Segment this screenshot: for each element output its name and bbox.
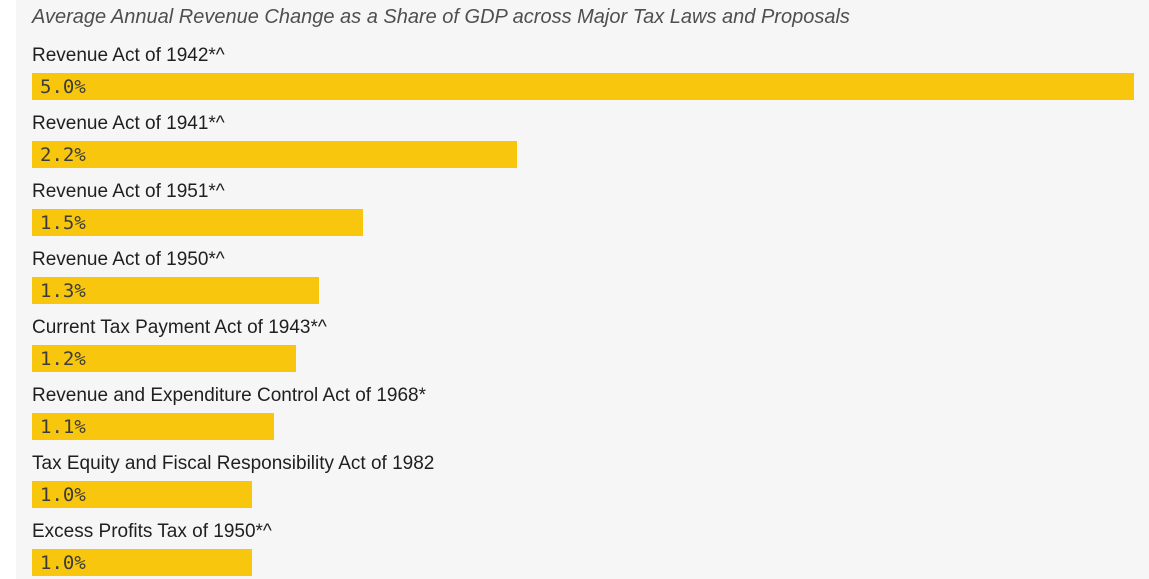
bar-row: Revenue Act of 1950*^ 1.3% — [32, 248, 1134, 304]
bar-value-label: 1.5% — [40, 211, 86, 234]
bar-value-label: 5.0% — [40, 75, 86, 98]
bar-row: Tax Equity and Fiscal Responsibility Act… — [32, 452, 1134, 508]
bar-row: Revenue Act of 1942*^ 5.0% — [32, 44, 1134, 100]
bar-label: Revenue and Expenditure Control Act of 1… — [32, 385, 426, 406]
chart-title: Average Annual Revenue Change as a Share… — [32, 6, 850, 28]
bar: 2.2% — [32, 141, 517, 168]
bar-label: Tax Equity and Fiscal Responsibility Act… — [32, 453, 435, 474]
bar-label: Revenue Act of 1951*^ — [32, 181, 225, 202]
bar-value-label: 2.2% — [40, 143, 86, 166]
bar-value-label: 1.2% — [40, 347, 86, 370]
bar-row: Excess Profits Tax of 1950*^ 1.0% — [32, 520, 1134, 576]
bar-row: Revenue Act of 1951*^ 1.5% — [32, 180, 1134, 236]
chart-surface: Average Annual Revenue Change as a Share… — [16, 0, 1149, 579]
bar: 1.2% — [32, 345, 297, 372]
bar-label: Revenue Act of 1942*^ — [32, 45, 225, 66]
bar: 5.0% — [32, 73, 1134, 100]
bar-label: Current Tax Payment Act of 1943*^ — [32, 317, 327, 338]
bar-label: Revenue Act of 1941*^ — [32, 113, 225, 134]
bar-value-label: 1.0% — [40, 483, 86, 506]
bar-label: Revenue Act of 1950*^ — [32, 249, 225, 270]
bar-value-label: 1.3% — [40, 279, 86, 302]
bar-label: Excess Profits Tax of 1950*^ — [32, 521, 272, 542]
bar: 1.5% — [32, 209, 363, 236]
bar-value-label: 1.0% — [40, 551, 86, 574]
bar-row: Revenue Act of 1941*^ 2.2% — [32, 112, 1134, 168]
bar-row: Revenue and Expenditure Control Act of 1… — [32, 384, 1134, 440]
bar: 1.0% — [32, 481, 253, 508]
bar-value-label: 1.1% — [40, 415, 86, 438]
bar: 1.0% — [32, 549, 253, 576]
bar: 1.3% — [32, 277, 319, 304]
bar: 1.1% — [32, 413, 275, 440]
bar-row: Current Tax Payment Act of 1943*^ 1.2% — [32, 316, 1134, 372]
